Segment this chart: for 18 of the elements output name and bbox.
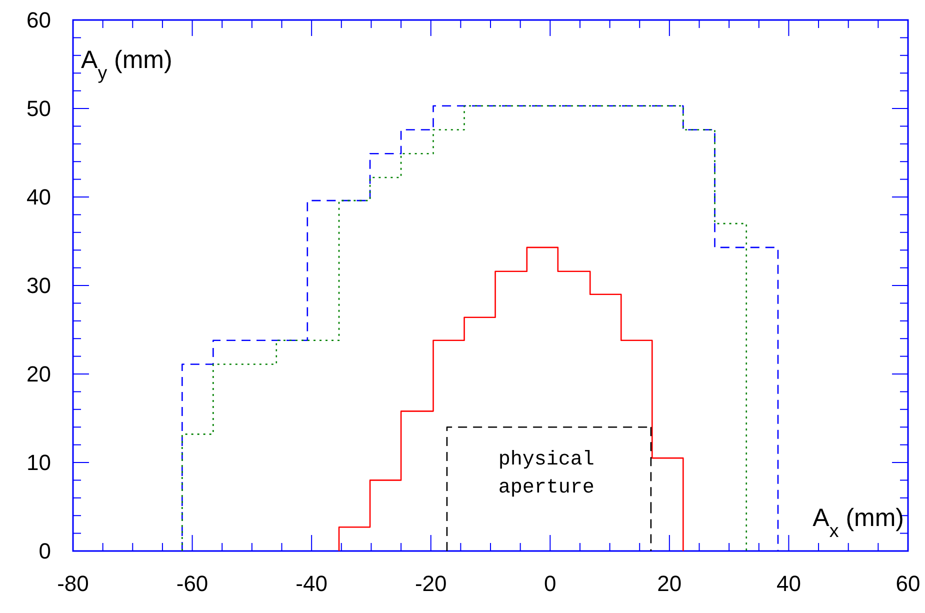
x-tick-label: -40: [296, 571, 328, 596]
y-tick-label: 40: [26, 184, 51, 210]
y-tick-label: 30: [26, 273, 51, 298]
x-tick-label: 0: [544, 571, 556, 596]
y-tick-label: 10: [26, 450, 51, 475]
y-tick-label: 0: [38, 538, 51, 564]
x-tick-label: -80: [57, 571, 89, 596]
y-tick-label: 60: [26, 8, 51, 32]
x-tick-label: 40: [776, 571, 801, 596]
x-tick-label: -20: [414, 571, 447, 596]
annotation: physical aperture: [498, 448, 594, 500]
y-axis-title: A$_{y}$(mm): [81, 46, 172, 82]
x-tick-label: 20: [657, 571, 682, 596]
x-tick-label: -60: [176, 571, 208, 596]
x-axis-title: A$_{x}$(mm): [812, 504, 904, 540]
y-tick-label: 20: [26, 362, 51, 386]
x-tick-label: 60: [896, 571, 920, 596]
y-tick-label: 50: [26, 96, 51, 121]
